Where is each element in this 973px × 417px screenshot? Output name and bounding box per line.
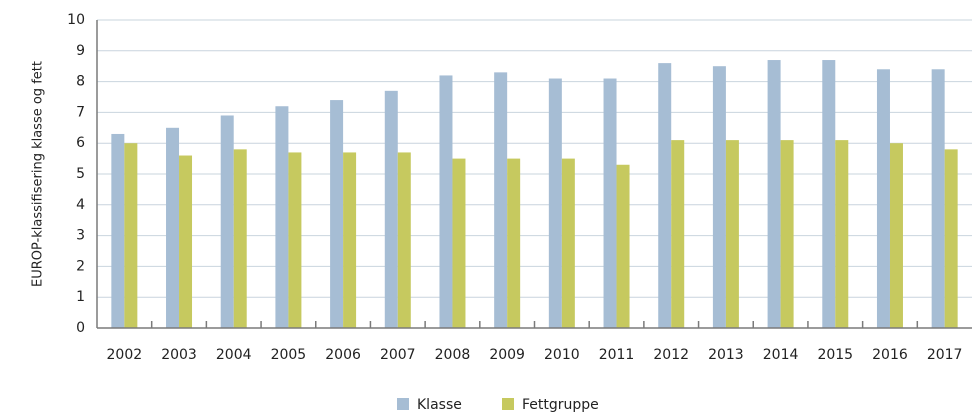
x-tick-label: 2006	[325, 347, 361, 363]
y-tick-label: 10	[67, 12, 85, 28]
bar	[507, 158, 521, 328]
bar	[944, 149, 958, 328]
bar	[712, 66, 726, 328]
y-tick-label: 9	[76, 43, 85, 59]
x-tick-label: 2014	[763, 347, 799, 363]
x-tick-label: 2012	[653, 347, 689, 363]
legend-label: Klasse	[417, 397, 462, 413]
x-tick-label: 2002	[107, 347, 143, 363]
x-tick-label: 2010	[544, 347, 580, 363]
bar	[494, 72, 508, 328]
y-tick-label: 6	[76, 135, 85, 151]
bar	[384, 90, 398, 328]
x-tick-label: 2009	[489, 347, 525, 363]
y-tick-label: 2	[76, 258, 85, 274]
bar	[452, 158, 466, 328]
bar	[931, 69, 945, 328]
bar	[603, 78, 617, 329]
bar	[288, 152, 302, 328]
x-tick-label: 2016	[872, 347, 908, 363]
bar	[233, 149, 247, 328]
y-tick-label: 5	[76, 166, 85, 182]
bar	[124, 143, 138, 328]
bar	[548, 78, 562, 329]
legend-label: Fettgruppe	[522, 397, 599, 413]
bar	[616, 164, 630, 328]
x-tick-label: 2004	[216, 347, 252, 363]
x-tick-label: 2017	[927, 347, 963, 363]
y-tick-label: 3	[76, 228, 85, 244]
bar	[343, 152, 357, 328]
x-tick-label: 2007	[380, 347, 416, 363]
bar	[179, 155, 193, 328]
bar	[889, 143, 903, 328]
bar	[725, 140, 739, 328]
x-tick-label: 2013	[708, 347, 744, 363]
y-axis-label: EUROP-klassifisering klasse og fett	[31, 61, 46, 287]
y-tick-label: 1	[76, 289, 85, 305]
y-tick-label: 8	[76, 74, 85, 90]
bar	[561, 158, 575, 328]
bar	[835, 140, 849, 328]
bar	[767, 60, 781, 328]
y-tick-label: 7	[76, 104, 85, 120]
x-tick-label: 2015	[817, 347, 853, 363]
bar	[876, 69, 890, 328]
bar	[330, 100, 344, 328]
bar	[166, 127, 180, 328]
y-tick-label: 0	[76, 320, 85, 336]
bar	[439, 75, 453, 328]
bar	[111, 133, 125, 328]
bar	[822, 60, 836, 328]
bar	[671, 140, 685, 328]
legend-swatch	[397, 398, 409, 410]
bar	[780, 140, 794, 328]
y-tick-label: 4	[76, 197, 85, 213]
bar	[397, 152, 411, 328]
bar	[220, 115, 234, 328]
bar	[658, 63, 672, 329]
x-tick-label: 2003	[161, 347, 197, 363]
x-tick-label: 2005	[271, 347, 307, 363]
x-tick-label: 2008	[435, 347, 471, 363]
x-tick-label: 2011	[599, 347, 635, 363]
legend-swatch	[502, 398, 514, 410]
bar	[275, 106, 289, 329]
